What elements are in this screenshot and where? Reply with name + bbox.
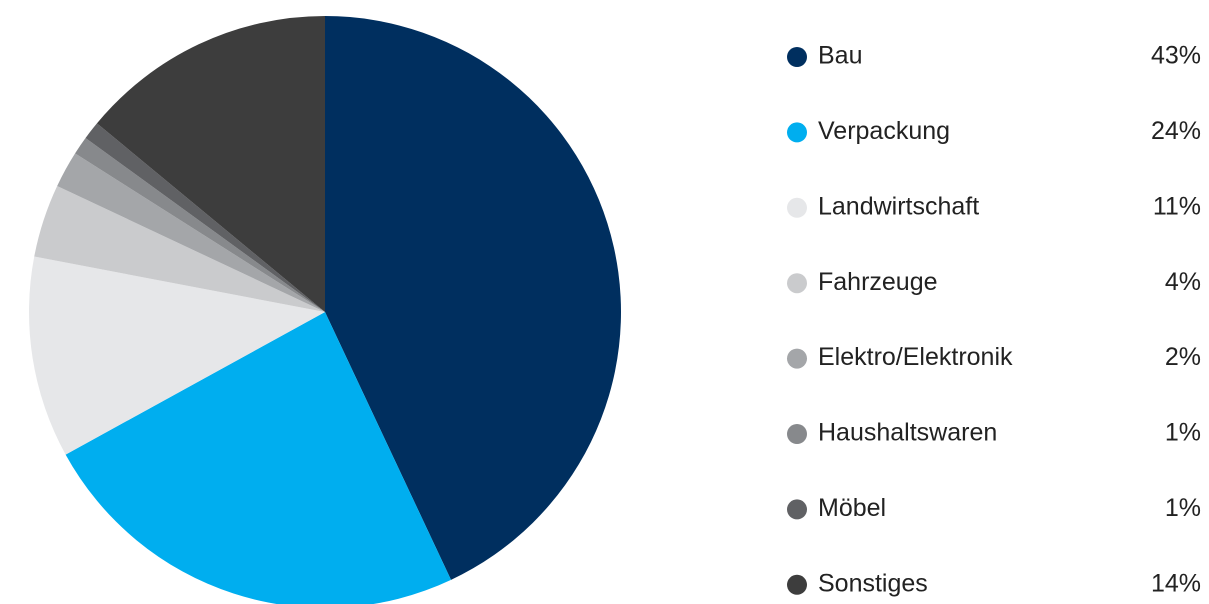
- legend-label: Bau: [818, 42, 862, 70]
- legend-label: Fahrzeuge: [818, 268, 938, 296]
- pie-slice: [29, 256, 326, 455]
- legend-label: Verpackung: [818, 117, 950, 145]
- legend-label: Möbel: [818, 494, 886, 522]
- legend-value: 11%: [1153, 192, 1201, 220]
- legend-swatch: [787, 499, 807, 520]
- legend-value: 14%: [1151, 569, 1201, 597]
- legend-swatch: [787, 348, 807, 369]
- legend-label: Elektro/Elektronik: [818, 343, 1013, 371]
- pie-slice: [325, 16, 621, 580]
- legend-label: Sonstiges: [818, 569, 928, 597]
- legend-label: Haushaltswaren: [818, 419, 997, 447]
- pie-slice: [96, 16, 326, 312]
- pie-slice: [57, 153, 325, 312]
- legend-value: 1%: [1165, 419, 1201, 447]
- legend-label: Landwirtschaft: [818, 192, 979, 220]
- pie-slice: [34, 185, 325, 312]
- legend-value: 1%: [1165, 494, 1201, 522]
- legend-swatch: [787, 273, 807, 294]
- legend-value: 2%: [1165, 343, 1201, 371]
- pie-slice: [85, 123, 325, 312]
- pie-slice: [75, 138, 325, 312]
- legend-value: 43%: [1151, 42, 1201, 70]
- legend-value: 24%: [1151, 117, 1201, 145]
- legend-swatch: [787, 424, 807, 444]
- legend-swatch: [787, 122, 807, 143]
- legend-swatch: [787, 574, 807, 595]
- pie-slice: [65, 312, 452, 604]
- legend-swatch: [787, 197, 807, 218]
- legend-value: 4%: [1165, 268, 1201, 296]
- legend-swatch: [787, 47, 807, 67]
